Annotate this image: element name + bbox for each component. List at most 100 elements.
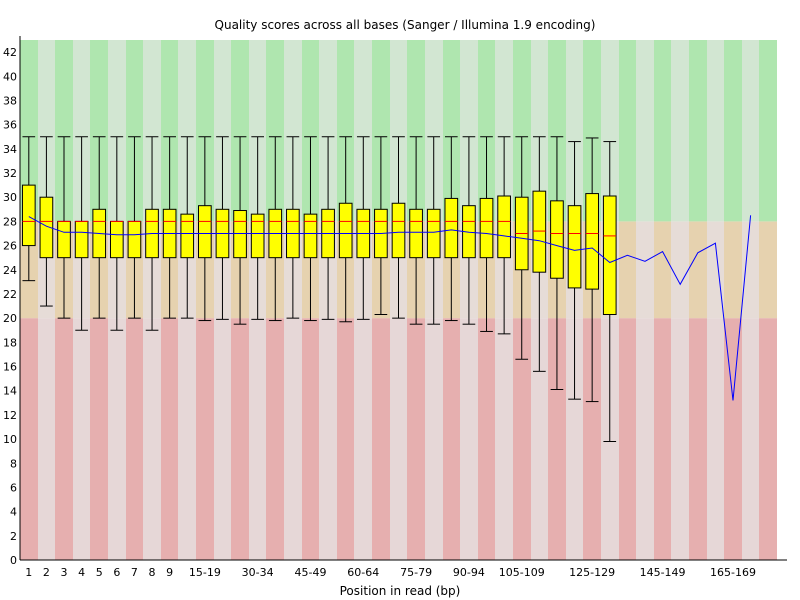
zone-cell xyxy=(759,40,777,222)
whisker-group xyxy=(356,136,370,320)
zone-cell xyxy=(636,221,654,319)
zone-cell xyxy=(143,318,161,560)
zone-cell xyxy=(108,318,126,560)
whisker-group xyxy=(286,136,300,319)
zone-cell xyxy=(390,318,407,560)
zone-cell xyxy=(407,318,425,560)
iqr-box xyxy=(532,190,547,273)
zone-cell xyxy=(724,318,742,560)
y-tick-label: 38 xyxy=(3,94,17,107)
iqr-box xyxy=(57,220,71,259)
zone-cell xyxy=(302,40,319,222)
iqr-box xyxy=(444,197,459,259)
zone-cell xyxy=(231,318,249,560)
zone-cell xyxy=(707,318,724,560)
whisker-group xyxy=(75,136,88,331)
zone-cell xyxy=(689,40,707,222)
zone-cell xyxy=(196,40,214,222)
zone-cell xyxy=(407,40,425,222)
y-tick-label: 8 xyxy=(10,457,17,470)
zone-cell xyxy=(38,318,55,560)
y-tick-label: 34 xyxy=(3,143,17,156)
zone-cell xyxy=(55,318,73,560)
whisker-group xyxy=(462,136,476,325)
zone-cell xyxy=(742,221,759,319)
y-tick-label: 16 xyxy=(3,361,17,374)
iqr-box xyxy=(602,195,617,316)
zone-cell xyxy=(126,40,143,222)
zone-cell xyxy=(654,318,671,560)
zone-cell xyxy=(20,318,38,560)
zone-cell xyxy=(548,318,566,560)
zone-cell xyxy=(425,318,443,560)
x-tick-label: 145-149 xyxy=(640,566,686,579)
zone-cell xyxy=(636,40,654,222)
x-tick-label: 75-79 xyxy=(400,566,432,579)
y-tick-label: 14 xyxy=(3,385,17,398)
whisker-group xyxy=(22,136,36,282)
y-tick-label: 6 xyxy=(10,481,17,494)
y-tick-label: 42 xyxy=(3,46,17,59)
y-tick-label: 32 xyxy=(3,167,17,180)
iqr-box xyxy=(338,202,353,259)
x-tick-label: 9 xyxy=(166,566,173,579)
boxes xyxy=(21,184,617,316)
zone-cell xyxy=(566,318,583,560)
zone-cell xyxy=(724,40,742,222)
zone-cell xyxy=(55,40,73,222)
iqr-box xyxy=(585,193,599,290)
zone-cell xyxy=(619,221,636,319)
y-tick-label: 18 xyxy=(3,336,17,349)
zone-cell xyxy=(619,318,636,560)
tick-labels: 0246810121416182022242628303234363840421… xyxy=(3,46,756,579)
whisker-group xyxy=(550,136,564,390)
zone-cell xyxy=(284,40,302,222)
y-tick-label: 22 xyxy=(3,288,17,301)
whisker-group xyxy=(321,136,335,320)
x-tick-label: 3 xyxy=(61,566,68,579)
y-tick-label: 2 xyxy=(10,530,17,543)
x-tick-label: 8 xyxy=(149,566,156,579)
iqr-box xyxy=(426,208,441,259)
zone-cell xyxy=(724,221,742,319)
whisker-group xyxy=(603,141,617,442)
zone-cell xyxy=(478,318,495,560)
zone-cell xyxy=(20,40,38,222)
zone-cell xyxy=(143,40,161,222)
whisker-group xyxy=(145,136,159,331)
whisker-group xyxy=(339,136,353,323)
zone-cell xyxy=(90,318,108,560)
zone-cell xyxy=(161,318,178,560)
zone-cell xyxy=(707,221,724,319)
zone-cell xyxy=(178,318,196,560)
x-tick-label: 125-129 xyxy=(569,566,615,579)
zone-cell xyxy=(513,318,531,560)
y-tick-label: 12 xyxy=(3,409,17,422)
zone-cell xyxy=(759,318,777,560)
zone-cell xyxy=(548,40,566,222)
whisker-group xyxy=(128,136,141,319)
x-tick-label: 60-64 xyxy=(347,566,379,579)
zone-cell xyxy=(495,318,513,560)
zone-cell xyxy=(178,40,196,222)
whisker-group xyxy=(480,136,493,332)
iqr-box xyxy=(109,220,124,259)
x-tick-label: 30-34 xyxy=(242,566,274,579)
iqr-box xyxy=(250,213,265,259)
x-tick-label: 105-109 xyxy=(499,566,545,579)
zone-cell xyxy=(583,40,601,222)
whisker-group xyxy=(444,136,458,322)
x-tick-label: 7 xyxy=(131,566,138,579)
zone-cell xyxy=(460,40,478,222)
zone-cell xyxy=(671,40,689,222)
zone-cell xyxy=(566,40,583,222)
whisker-group xyxy=(110,136,124,331)
zone-cell xyxy=(108,40,126,222)
zone-cell xyxy=(126,318,143,560)
zone-cell xyxy=(266,318,284,560)
whisker-group xyxy=(57,136,71,319)
zone-cell xyxy=(354,318,372,560)
zone-cell xyxy=(266,40,284,222)
y-tick-label: 36 xyxy=(3,119,17,132)
